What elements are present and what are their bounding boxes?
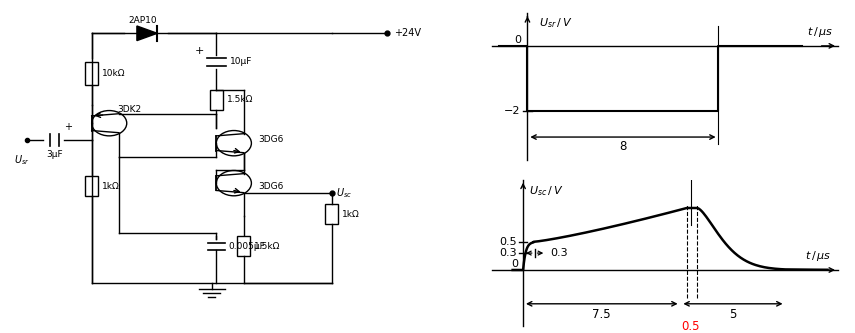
Text: 0: 0: [515, 35, 522, 45]
Text: $U_{sc}$: $U_{sc}$: [336, 186, 352, 199]
Text: +24V: +24V: [394, 28, 421, 38]
Text: 0.3: 0.3: [551, 248, 568, 258]
Text: $U_{sc}\,/\,$V: $U_{sc}\,/\,$V: [529, 184, 563, 198]
Text: 5: 5: [729, 308, 737, 321]
Text: 0.5: 0.5: [681, 320, 700, 333]
Text: +: +: [64, 122, 72, 132]
Text: 3DK2: 3DK2: [117, 105, 142, 115]
Bar: [86, 62, 98, 85]
Text: 1kΩ: 1kΩ: [102, 182, 120, 191]
Text: −2: −2: [504, 106, 521, 116]
Text: 3DG6: 3DG6: [258, 135, 284, 145]
Text: $U_{sr}\,/\,$V: $U_{sr}\,/\,$V: [540, 16, 573, 30]
Text: $t\,/\,\mu$s: $t\,/\,\mu$s: [807, 25, 833, 39]
Text: 3μF: 3μF: [46, 150, 63, 159]
Text: 2AP10: 2AP10: [128, 16, 157, 25]
Bar: [209, 90, 223, 110]
Text: 1.5kΩ: 1.5kΩ: [254, 242, 280, 251]
Text: 8: 8: [619, 140, 627, 153]
Text: 1kΩ: 1kΩ: [342, 210, 360, 219]
Text: $t\,/\,\mu$s: $t\,/\,\mu$s: [805, 249, 832, 263]
Text: 10kΩ: 10kΩ: [102, 69, 126, 78]
Text: 0: 0: [510, 259, 518, 269]
Bar: [237, 236, 250, 256]
Bar: [86, 176, 98, 196]
Polygon shape: [137, 26, 157, 41]
Text: 10μF: 10μF: [230, 57, 252, 66]
Text: 1.5kΩ: 1.5kΩ: [227, 95, 253, 105]
Text: 0.3: 0.3: [499, 248, 516, 258]
Text: 0.5: 0.5: [499, 237, 516, 247]
Text: 3DG6: 3DG6: [258, 182, 284, 191]
Text: 7.5: 7.5: [593, 308, 611, 321]
Bar: [325, 204, 339, 224]
Text: 0.005μF: 0.005μF: [229, 242, 266, 251]
Text: $U_{sr}$: $U_{sr}$: [15, 153, 30, 167]
Text: +: +: [195, 46, 204, 56]
